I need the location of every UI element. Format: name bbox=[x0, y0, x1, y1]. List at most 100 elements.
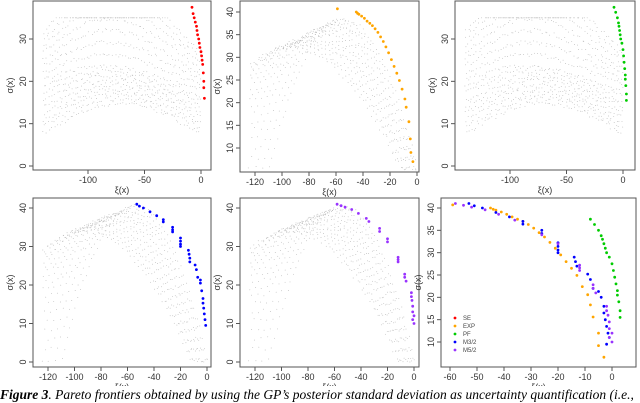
candidate-point bbox=[497, 110, 499, 112]
candidate-point bbox=[59, 106, 61, 108]
candidate-point bbox=[74, 232, 76, 234]
candidate-point bbox=[95, 85, 97, 87]
candidate-point bbox=[608, 115, 610, 117]
candidate-point bbox=[595, 30, 597, 32]
candidate-point bbox=[309, 237, 311, 239]
candidate-point bbox=[355, 44, 357, 46]
candidate-point bbox=[583, 79, 585, 81]
candidate-point bbox=[309, 219, 311, 221]
candidate-point bbox=[82, 111, 84, 113]
candidate-point bbox=[71, 229, 73, 231]
candidate-point bbox=[267, 55, 269, 56]
candidate-point bbox=[63, 63, 65, 65]
candidate-point bbox=[190, 113, 192, 115]
candidate-point bbox=[512, 45, 513, 47]
candidate-point bbox=[604, 50, 606, 52]
candidate-point bbox=[185, 71, 187, 73]
candidate-point bbox=[115, 83, 117, 85]
candidate-point bbox=[313, 218, 315, 220]
candidate-point bbox=[552, 97, 554, 99]
candidate-point bbox=[307, 32, 309, 34]
candidate-point bbox=[103, 64, 105, 66]
candidate-point bbox=[59, 237, 61, 239]
candidate-point bbox=[605, 102, 607, 104]
candidate-point bbox=[590, 108, 592, 110]
candidate-point bbox=[364, 279, 366, 281]
candidate-point bbox=[261, 97, 263, 99]
candidate-point bbox=[54, 272, 55, 274]
candidate-point bbox=[608, 35, 610, 37]
candidate-point bbox=[364, 43, 366, 45]
candidate-point bbox=[476, 59, 478, 61]
candidate-point bbox=[65, 237, 67, 239]
x-tick-label: -50 bbox=[470, 372, 483, 382]
candidate-point bbox=[258, 68, 260, 70]
candidate-point bbox=[307, 36, 309, 38]
candidate-point bbox=[81, 241, 83, 242]
candidate-point bbox=[185, 342, 187, 344]
candidate-point bbox=[179, 311, 180, 313]
candidate-point bbox=[53, 75, 55, 77]
candidate-point bbox=[68, 234, 70, 236]
candidate-point bbox=[596, 67, 598, 69]
candidate-point bbox=[602, 120, 604, 121]
candidate-point bbox=[571, 96, 573, 98]
candidate-point bbox=[100, 76, 102, 78]
candidate-point bbox=[55, 360, 56, 361]
candidate-point bbox=[364, 293, 366, 295]
candidate-point bbox=[468, 29, 470, 31]
candidate-point bbox=[299, 222, 300, 224]
candidate-point bbox=[580, 86, 582, 88]
candidate-point bbox=[258, 281, 259, 283]
candidate-point bbox=[294, 232, 296, 233]
candidate-point bbox=[492, 23, 493, 25]
candidate-point bbox=[563, 17, 565, 19]
candidate-point bbox=[398, 130, 400, 132]
candidate-point bbox=[356, 240, 358, 242]
candidate-point bbox=[352, 54, 354, 56]
candidate-point bbox=[390, 310, 391, 312]
candidate-point bbox=[405, 359, 407, 360]
candidate-point bbox=[322, 213, 324, 215]
candidate-point bbox=[186, 36, 188, 38]
candidate-point bbox=[80, 249, 82, 251]
candidate-point bbox=[470, 88, 472, 90]
candidate-point bbox=[65, 107, 67, 109]
candidate-point bbox=[74, 307, 76, 309]
candidate-point bbox=[500, 90, 502, 92]
candidate-point bbox=[116, 221, 118, 223]
candidate-point bbox=[599, 93, 601, 95]
candidate-point bbox=[247, 167, 249, 169]
candidate-point bbox=[543, 77, 544, 79]
candidate-point bbox=[297, 39, 299, 41]
candidate-point bbox=[158, 35, 159, 37]
candidate-point bbox=[565, 28, 567, 30]
candidate-point bbox=[45, 104, 47, 106]
candidate-point bbox=[48, 38, 50, 40]
candidate-point bbox=[584, 20, 586, 22]
candidate-point bbox=[142, 263, 144, 265]
candidate-point bbox=[135, 82, 137, 84]
candidate-point bbox=[483, 36, 485, 38]
candidate-point bbox=[317, 234, 319, 235]
candidate-point bbox=[299, 223, 301, 225]
frontier-point bbox=[378, 227, 381, 230]
candidate-point bbox=[306, 45, 308, 47]
candidate-point bbox=[97, 229, 99, 231]
candidate-point bbox=[311, 220, 313, 222]
candidate-point bbox=[317, 220, 319, 222]
candidate-point bbox=[69, 235, 71, 237]
candidate-point bbox=[190, 68, 192, 69]
candidate-point bbox=[123, 228, 125, 230]
candidate-point bbox=[193, 307, 195, 309]
candidate-point bbox=[341, 24, 343, 26]
candidate-point bbox=[563, 83, 565, 85]
candidate-point bbox=[161, 290, 163, 292]
candidate-point bbox=[53, 86, 55, 87]
candidate-point bbox=[490, 110, 492, 112]
candidate-point bbox=[291, 227, 292, 229]
candidate-point bbox=[169, 64, 171, 65]
candidate-point bbox=[570, 81, 572, 83]
candidate-point bbox=[562, 101, 564, 103]
candidate-point bbox=[127, 22, 129, 24]
